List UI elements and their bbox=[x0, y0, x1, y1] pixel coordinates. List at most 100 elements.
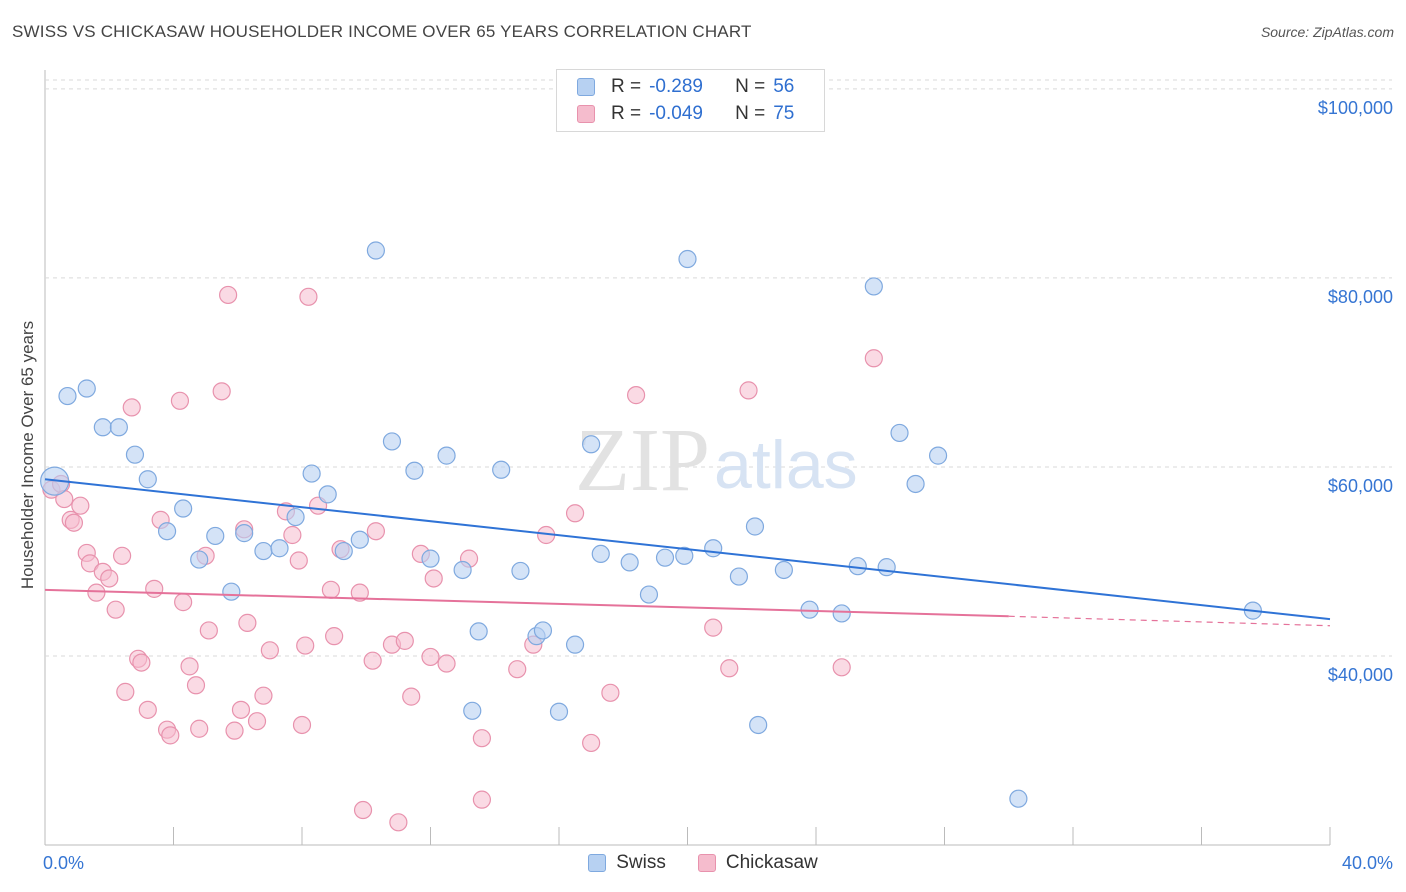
swiss-point bbox=[405, 461, 424, 480]
swiss-point bbox=[463, 701, 482, 720]
chickasaw-point bbox=[508, 660, 527, 679]
chickasaw-point bbox=[472, 729, 491, 748]
chickasaw-point bbox=[582, 733, 601, 753]
chickasaw-point bbox=[299, 287, 318, 306]
chickasaw-point bbox=[247, 712, 267, 731]
series-legend: Swiss Chickasaw bbox=[0, 852, 1406, 874]
chart-title: SWISS VS CHICKASAW HOUSEHOLDER INCOME OV… bbox=[12, 22, 752, 41]
swiss-r-label: R = bbox=[611, 76, 642, 97]
swiss-point bbox=[382, 432, 402, 451]
chickasaw-point bbox=[122, 398, 141, 417]
swiss-point bbox=[174, 499, 193, 518]
swiss-point bbox=[437, 446, 456, 465]
chickasaw-point bbox=[231, 700, 251, 719]
swiss-point bbox=[749, 715, 768, 735]
chickasaw-point bbox=[190, 719, 209, 738]
swiss-point bbox=[745, 517, 765, 536]
y-tick-label: $40,000 bbox=[1328, 665, 1393, 685]
swiss-point bbox=[864, 277, 883, 296]
chickasaw-point bbox=[71, 496, 90, 515]
chickasaw-point bbox=[363, 651, 382, 670]
chickasaw-legend-label: Chickasaw bbox=[725, 852, 818, 873]
legend-item-swiss[interactable]: Swiss bbox=[588, 852, 666, 874]
chickasaw-point bbox=[283, 525, 302, 545]
y-tick-label: $80,000 bbox=[1328, 287, 1393, 307]
swiss-point bbox=[729, 567, 749, 586]
chickasaw-point bbox=[219, 285, 238, 305]
legend-item-chickasaw[interactable]: Chickasaw bbox=[697, 852, 818, 874]
swiss-point bbox=[928, 446, 948, 465]
watermark-atlas: atlas bbox=[714, 427, 858, 503]
swiss-point bbox=[77, 379, 96, 398]
chickasaw-point bbox=[199, 621, 218, 640]
chickasaw-point bbox=[626, 386, 646, 405]
chickasaw-n-label: N = bbox=[735, 103, 766, 124]
swiss-point bbox=[565, 635, 585, 654]
chickasaw-point bbox=[325, 627, 344, 646]
y-tick-label: $100,000 bbox=[1318, 98, 1393, 118]
correlation-legend: R = -0.289 N = 56 R = -0.049 N = 75 bbox=[556, 69, 825, 132]
swiss-point bbox=[469, 622, 488, 641]
chickasaw-point bbox=[739, 381, 758, 400]
chickasaw-point bbox=[170, 391, 190, 410]
swiss-r-value: -0.289 bbox=[649, 76, 703, 97]
chickasaw-point bbox=[292, 715, 312, 735]
chickasaw-point bbox=[64, 513, 84, 532]
chickasaw-point bbox=[161, 726, 180, 745]
chickasaw-trend-extension bbox=[1008, 615, 1331, 627]
chickasaw-point bbox=[424, 569, 443, 588]
swiss-legend-label: Swiss bbox=[616, 852, 666, 873]
swiss-point bbox=[877, 558, 896, 577]
swiss-point bbox=[704, 539, 723, 558]
swiss-point bbox=[318, 485, 337, 504]
swiss-point bbox=[906, 474, 925, 494]
chickasaw-point bbox=[321, 580, 341, 599]
chickasaw-point bbox=[80, 554, 100, 573]
chickasaw-point bbox=[238, 613, 257, 632]
swiss-point bbox=[620, 553, 639, 572]
chickasaw-trend-line bbox=[44, 588, 1009, 618]
chickasaw-point bbox=[472, 790, 491, 809]
swiss-point bbox=[582, 435, 601, 454]
swiss-point bbox=[366, 241, 385, 260]
swiss-point bbox=[453, 560, 472, 580]
chickasaw-point bbox=[138, 700, 157, 719]
chickasaw-point bbox=[704, 618, 723, 637]
chickasaw-point bbox=[174, 593, 193, 612]
swiss-point bbox=[109, 418, 128, 437]
swiss-point bbox=[655, 548, 675, 567]
swiss-point bbox=[492, 460, 511, 479]
chickasaw-point bbox=[106, 600, 125, 619]
legend-row-chickasaw: R = -0.049 N = 75 bbox=[577, 102, 794, 126]
chickasaw-point bbox=[132, 653, 151, 672]
chickasaw-point bbox=[832, 658, 851, 677]
swiss-trend-line bbox=[44, 478, 1331, 621]
chickasaw-point bbox=[395, 631, 414, 650]
swiss-point bbox=[235, 524, 254, 543]
swiss-point bbox=[302, 464, 321, 483]
watermark-zip: ZIP bbox=[575, 411, 710, 510]
chickasaw-point bbox=[421, 647, 440, 667]
swiss-point bbox=[549, 702, 569, 721]
chickasaw-point bbox=[116, 682, 135, 701]
chickasaw-point bbox=[720, 659, 739, 678]
swiss-n-value: 56 bbox=[773, 76, 795, 97]
swiss-point bbox=[190, 550, 209, 569]
chickasaw-point bbox=[289, 551, 308, 570]
swiss-point bbox=[511, 561, 530, 581]
chickasaw-point bbox=[180, 657, 199, 676]
swiss-point bbox=[138, 470, 157, 489]
swiss-point bbox=[93, 418, 112, 437]
swiss-point bbox=[350, 530, 369, 549]
x-tick-label: 0.0% bbox=[43, 853, 84, 873]
swiss-point bbox=[1009, 789, 1028, 808]
chickasaw-point bbox=[100, 569, 119, 588]
swiss-point bbox=[678, 249, 697, 269]
swiss-point bbox=[125, 445, 145, 464]
swiss-point bbox=[58, 386, 77, 406]
chickasaw-point bbox=[212, 382, 231, 401]
chickasaw-point bbox=[254, 686, 273, 705]
chickasaw-point bbox=[366, 522, 385, 541]
chickasaw-point bbox=[601, 683, 620, 702]
swiss-point bbox=[206, 526, 225, 546]
